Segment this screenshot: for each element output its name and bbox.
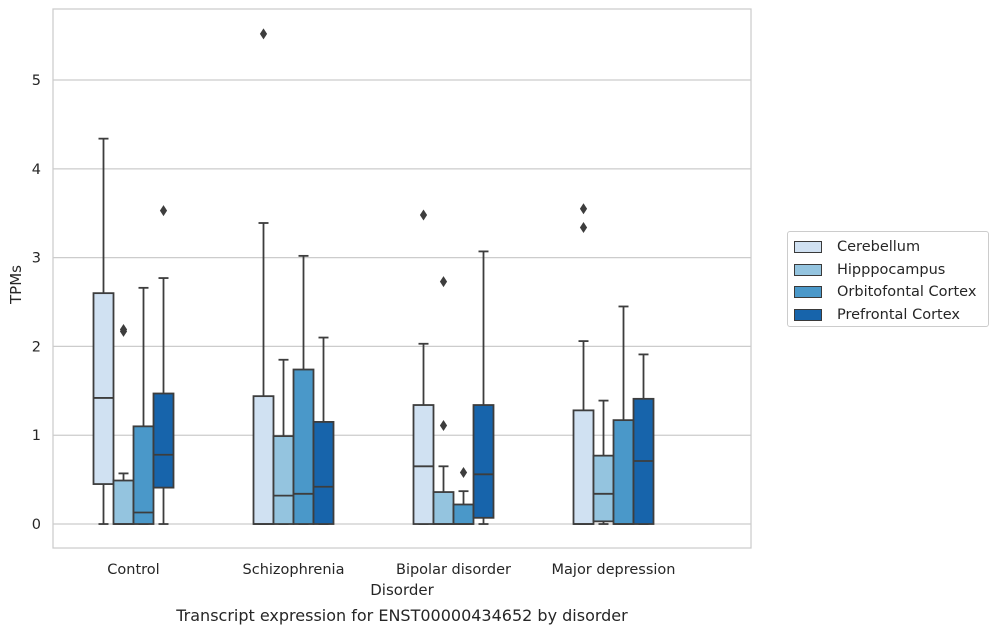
box-plots	[92, 28, 655, 525]
y-tick-labels: 0 1 2 3 4 5	[32, 73, 41, 533]
outlier-point	[439, 419, 448, 431]
x-tick-label: Schizophrenia	[243, 562, 345, 578]
y-tick-label: 0	[32, 517, 41, 533]
x-tick-label: Bipolar disorder	[396, 562, 511, 578]
y-tick-label: 2	[32, 339, 41, 355]
box-body	[132, 425, 155, 525]
legend-swatch	[794, 241, 822, 254]
box-body	[572, 409, 595, 525]
y-tick-label: 3	[32, 251, 41, 267]
box-orbitofontal-cortex	[292, 254, 315, 525]
box-prefrontal-cortex	[472, 250, 495, 525]
legend-label: Prefrontal Cortex	[837, 306, 960, 323]
x-tick-labels: Control Schizophrenia Bipolar disorder Majo…	[107, 562, 675, 578]
outlier-point	[579, 203, 588, 215]
plot-area-frame	[52, 8, 752, 549]
box-hipppocampus	[272, 358, 295, 525]
box-body	[152, 392, 175, 489]
x-tick-label: Major depression	[552, 562, 676, 578]
outlier-point	[579, 221, 588, 233]
box-prefrontal-cortex	[312, 336, 335, 525]
x-tick-label: Control	[107, 562, 159, 578]
outlier-point	[459, 467, 468, 479]
outlier-point	[419, 209, 428, 221]
outlier-point	[159, 205, 168, 217]
box-body	[92, 292, 115, 485]
outlier-point	[119, 324, 128, 336]
legend-item: Orbitofontal Cortex	[792, 281, 988, 304]
box-body	[432, 491, 455, 525]
legend-swatch	[794, 263, 822, 276]
box-hipppocampus	[592, 399, 615, 525]
outlier-point	[439, 276, 448, 288]
y-axis-label: TPMs	[7, 265, 25, 305]
chart-caption: Transcript expression for ENST0000043465…	[176, 606, 628, 625]
legend-item: Hipppocampus	[792, 259, 988, 282]
box-body	[452, 503, 475, 525]
legend-item: Cerebellum	[792, 236, 988, 259]
box-prefrontal-cortex	[152, 205, 175, 525]
box-cerebellum	[572, 203, 595, 525]
legend-label: Hipppocampus	[837, 261, 946, 278]
box-body	[412, 404, 435, 525]
box-orbitofontal-cortex	[612, 305, 635, 525]
box-body	[272, 435, 295, 525]
box-body	[112, 479, 135, 525]
box-orbitofontal-cortex	[132, 286, 155, 525]
legend-swatch	[794, 308, 822, 321]
box-body	[312, 421, 335, 525]
box-prefrontal-cortex	[632, 353, 655, 525]
box-body	[592, 454, 615, 523]
box-body	[612, 419, 635, 525]
x-axis-label: Disorder	[370, 581, 434, 599]
box-cerebellum	[412, 209, 435, 525]
legend-label: Cerebellum	[837, 239, 921, 256]
legend: Cerebellum Hipppocampus Orbitofontal Corte…	[787, 231, 989, 327]
legend-label: Orbitofontal Cortex	[837, 284, 977, 301]
y-tick-label: 5	[32, 73, 41, 89]
box-hipppocampus	[432, 276, 455, 525]
y-tick-label: 4	[32, 162, 41, 178]
box-cerebellum	[92, 137, 115, 525]
box-body	[292, 368, 315, 525]
legend-swatch	[794, 286, 822, 299]
box-orbitofontal-cortex	[452, 467, 475, 525]
outlier-point	[259, 28, 268, 40]
legend-item: Prefrontal Cortex	[792, 304, 988, 327]
box-hipppocampus	[112, 324, 135, 525]
box-body	[252, 395, 275, 525]
box-body	[472, 404, 495, 519]
y-tick-label: 1	[32, 428, 41, 444]
box-cerebellum	[252, 28, 275, 525]
